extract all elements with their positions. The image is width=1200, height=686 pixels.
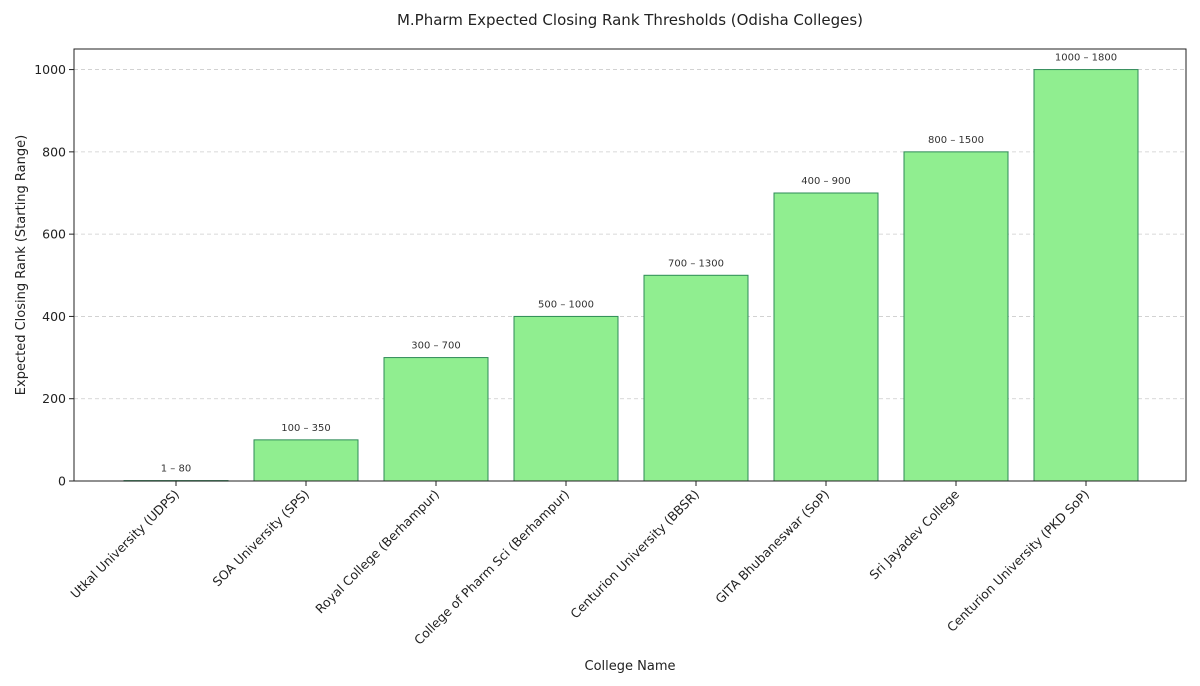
bar — [513, 315, 619, 482]
x-tick-label: Centurion University (PKD SoP) — [944, 487, 1092, 635]
y-tick-label: 800 — [42, 144, 66, 159]
bar — [1033, 69, 1139, 482]
x-tick-label: GITA Bhubaneswar (SoP) — [712, 487, 832, 607]
bars — [123, 69, 1139, 482]
x-tick-label: Royal College (Berhampur) — [312, 487, 442, 617]
plot-frame — [73, 48, 1187, 482]
bar-data-label: 700 – 1300 — [668, 258, 724, 269]
x-tick-label: SOA University (SPS) — [209, 487, 312, 590]
bar-data-labels: 1 – 80 100 – 350 300 – 700 500 – 1000 700 – … — [161, 53, 1117, 475]
bar-data-label: 100 – 350 — [281, 423, 331, 434]
bar — [643, 274, 749, 482]
x-tick-label: Sri Jayadev College — [866, 486, 962, 582]
grid-lines — [74, 69, 1186, 482]
bar — [253, 439, 359, 482]
bar-data-label: 300 – 700 — [411, 341, 461, 352]
x-axis-ticks: Utkal University (UDPS) SOA University (S… — [67, 481, 1092, 648]
x-tick-label: College of Pharm Sci (Berhampur) — [411, 487, 572, 648]
y-tick-label: 200 — [42, 391, 66, 406]
x-tick-label: Centurion University (BBSR) — [567, 487, 702, 622]
y-tick-label: 400 — [42, 309, 66, 324]
y-tick-label: 1000 — [34, 62, 66, 77]
y-tick-label: 600 — [42, 227, 66, 242]
y-axis-label: Expected Closing Rank (Starting Range) — [14, 135, 29, 395]
bar-data-label: 1000 – 1800 — [1055, 53, 1117, 64]
bar — [903, 151, 1009, 482]
bar — [383, 357, 489, 482]
bar-data-label: 1 – 80 — [161, 464, 191, 475]
x-axis-label: College Name — [585, 659, 676, 674]
bar-data-label: 500 – 1000 — [538, 299, 594, 310]
bar — [773, 192, 879, 482]
y-tick-label: 0 — [58, 474, 66, 489]
bar-data-label: 800 – 1500 — [928, 135, 984, 146]
x-tick-label: Utkal University (UDPS) — [67, 487, 182, 602]
bar-data-label: 400 – 900 — [801, 176, 851, 187]
chart-title: M.Pharm Expected Closing Rank Thresholds… — [397, 11, 863, 29]
y-axis-ticks: 0 200 400 600 800 1000 — [34, 62, 74, 489]
